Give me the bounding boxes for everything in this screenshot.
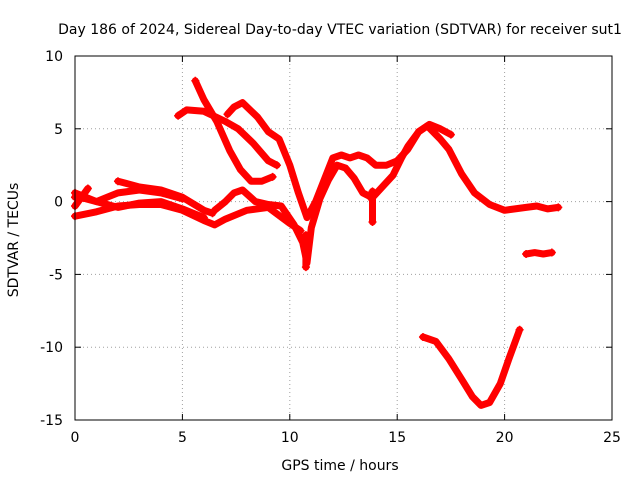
series-point-marker xyxy=(268,172,277,181)
series-track-4 xyxy=(71,185,92,210)
x-tick-label: 0 xyxy=(71,430,80,446)
y-tick-label: 10 xyxy=(45,49,63,65)
series-point-marker xyxy=(83,184,92,193)
series-point-marker xyxy=(113,177,122,186)
y-tick-label: -10 xyxy=(40,340,63,356)
series-point-marker xyxy=(418,333,427,342)
x-tick-label: 25 xyxy=(603,430,621,446)
plot-frame xyxy=(74,55,613,421)
x-tick-label: 20 xyxy=(496,430,514,446)
series-point-marker xyxy=(272,161,281,170)
series-point-marker xyxy=(522,250,531,259)
series-point-marker xyxy=(515,325,524,334)
series-track-10 xyxy=(367,122,562,214)
series-point-marker xyxy=(368,187,377,196)
x-tick-label: 10 xyxy=(281,430,299,446)
series-point-marker xyxy=(446,130,455,139)
series-point-marker xyxy=(554,203,563,212)
y-axis-label: SDTVAR / TECUs xyxy=(6,183,22,298)
y-tick-label: 0 xyxy=(54,195,63,211)
chart-title: Day 186 of 2024, Sidereal Day-to-day VTE… xyxy=(58,22,622,38)
x-axis-label: GPS time / hours xyxy=(281,458,398,474)
grid-lines xyxy=(75,56,612,420)
series-point-marker xyxy=(199,213,208,222)
series-point-marker xyxy=(301,231,310,240)
data-series-layer xyxy=(71,76,563,409)
series-track-6 xyxy=(174,106,281,169)
series-point-marker xyxy=(547,248,556,257)
series-track-7 xyxy=(191,77,277,185)
series-track-12 xyxy=(522,249,556,258)
axis-ticks xyxy=(74,55,613,421)
series-point-marker xyxy=(368,217,377,226)
y-tick-label: -15 xyxy=(40,413,63,429)
x-tick-labels: 0 5 10 15 20 25 xyxy=(71,430,621,446)
series-track-5 xyxy=(114,177,216,217)
series-point-marker xyxy=(301,263,310,272)
series-point-marker xyxy=(191,76,200,85)
y-tick-label: -5 xyxy=(49,267,63,283)
series-point-marker xyxy=(174,111,183,120)
series-point-marker xyxy=(210,206,219,215)
x-tick-label: 15 xyxy=(388,430,406,446)
x-tick-label: 5 xyxy=(178,430,187,446)
series-point-marker xyxy=(223,110,232,119)
y-tick-label: 5 xyxy=(54,122,63,138)
series-track-11 xyxy=(419,326,524,409)
y-tick-labels: 10 5 0 -5 -10 -15 xyxy=(40,49,63,429)
